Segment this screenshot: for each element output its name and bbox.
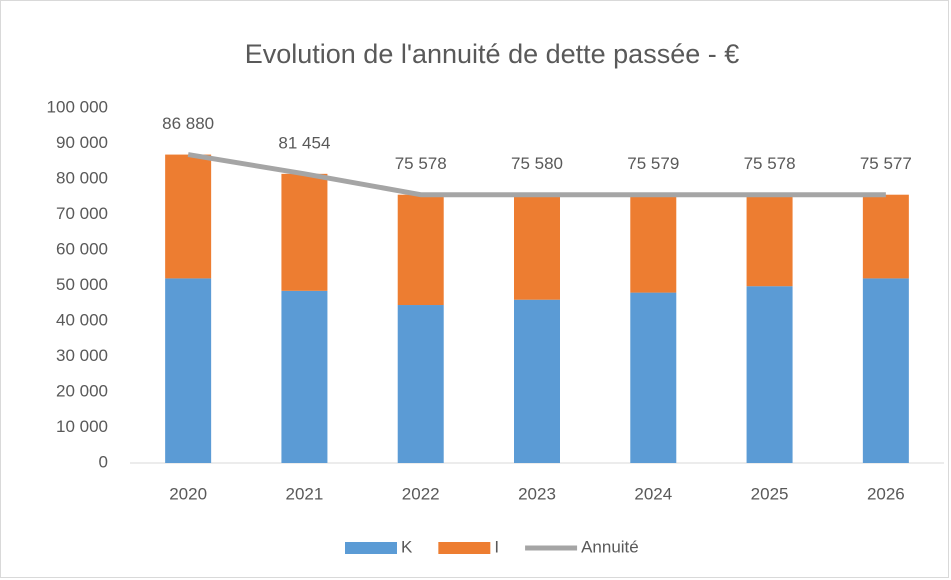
legend-swatch xyxy=(345,542,397,554)
data-label: 81 454 xyxy=(278,133,330,152)
y-tick-label: 20 000 xyxy=(56,381,108,400)
y-tick-label: 40 000 xyxy=(56,310,108,329)
y-tick-label: 70 000 xyxy=(56,204,108,223)
data-label: 86 880 xyxy=(162,114,214,133)
y-tick-label: 90 000 xyxy=(56,133,108,152)
bar-segment xyxy=(281,173,328,291)
data-label: 75 578 xyxy=(744,154,796,173)
bar-segment xyxy=(514,194,560,300)
bar-segment xyxy=(862,194,909,279)
line xyxy=(187,152,886,198)
y-tick-label: 100 000 xyxy=(47,97,108,116)
y-tick-label: 50 000 xyxy=(56,275,108,294)
bar-segment xyxy=(630,194,677,293)
data-label: 75 577 xyxy=(860,154,912,173)
legend-label: I xyxy=(494,537,499,556)
y-tick-label: 30 000 xyxy=(56,346,108,365)
legend-label: Annuité xyxy=(581,537,639,556)
x-tick-label: 2024 xyxy=(634,484,672,503)
bar-segment xyxy=(397,305,444,463)
x-tick-label: 2022 xyxy=(402,484,440,503)
legend-label: K xyxy=(401,537,413,556)
y-tick-label: 0 xyxy=(99,452,108,471)
data-label: 75 580 xyxy=(511,154,563,173)
y-tick-label: 10 000 xyxy=(56,417,108,436)
y-tick-label: 60 000 xyxy=(56,239,108,258)
bar-segment xyxy=(746,286,793,463)
bar-segment xyxy=(514,299,560,463)
bar-segment xyxy=(746,194,793,287)
bar-segment xyxy=(630,292,677,463)
bar-segment xyxy=(281,290,328,463)
bar-segment xyxy=(397,194,444,306)
x-tick-label: 2020 xyxy=(169,484,207,503)
data-label: 75 578 xyxy=(395,154,447,173)
x-tick-label: 2021 xyxy=(286,484,324,503)
x-tick-label: 2025 xyxy=(751,484,789,503)
x-tick-label: 2023 xyxy=(518,484,556,503)
data-label: 75 579 xyxy=(627,154,679,173)
x-tick-label: 2026 xyxy=(867,484,905,503)
bar-segment xyxy=(862,278,909,463)
bar-segment xyxy=(165,154,212,279)
chart-title: Evolution de l'annuité de dette passée -… xyxy=(245,39,740,69)
legend-swatch xyxy=(438,542,491,554)
y-tick-label: 80 000 xyxy=(56,168,108,187)
bar-segment xyxy=(165,278,212,463)
